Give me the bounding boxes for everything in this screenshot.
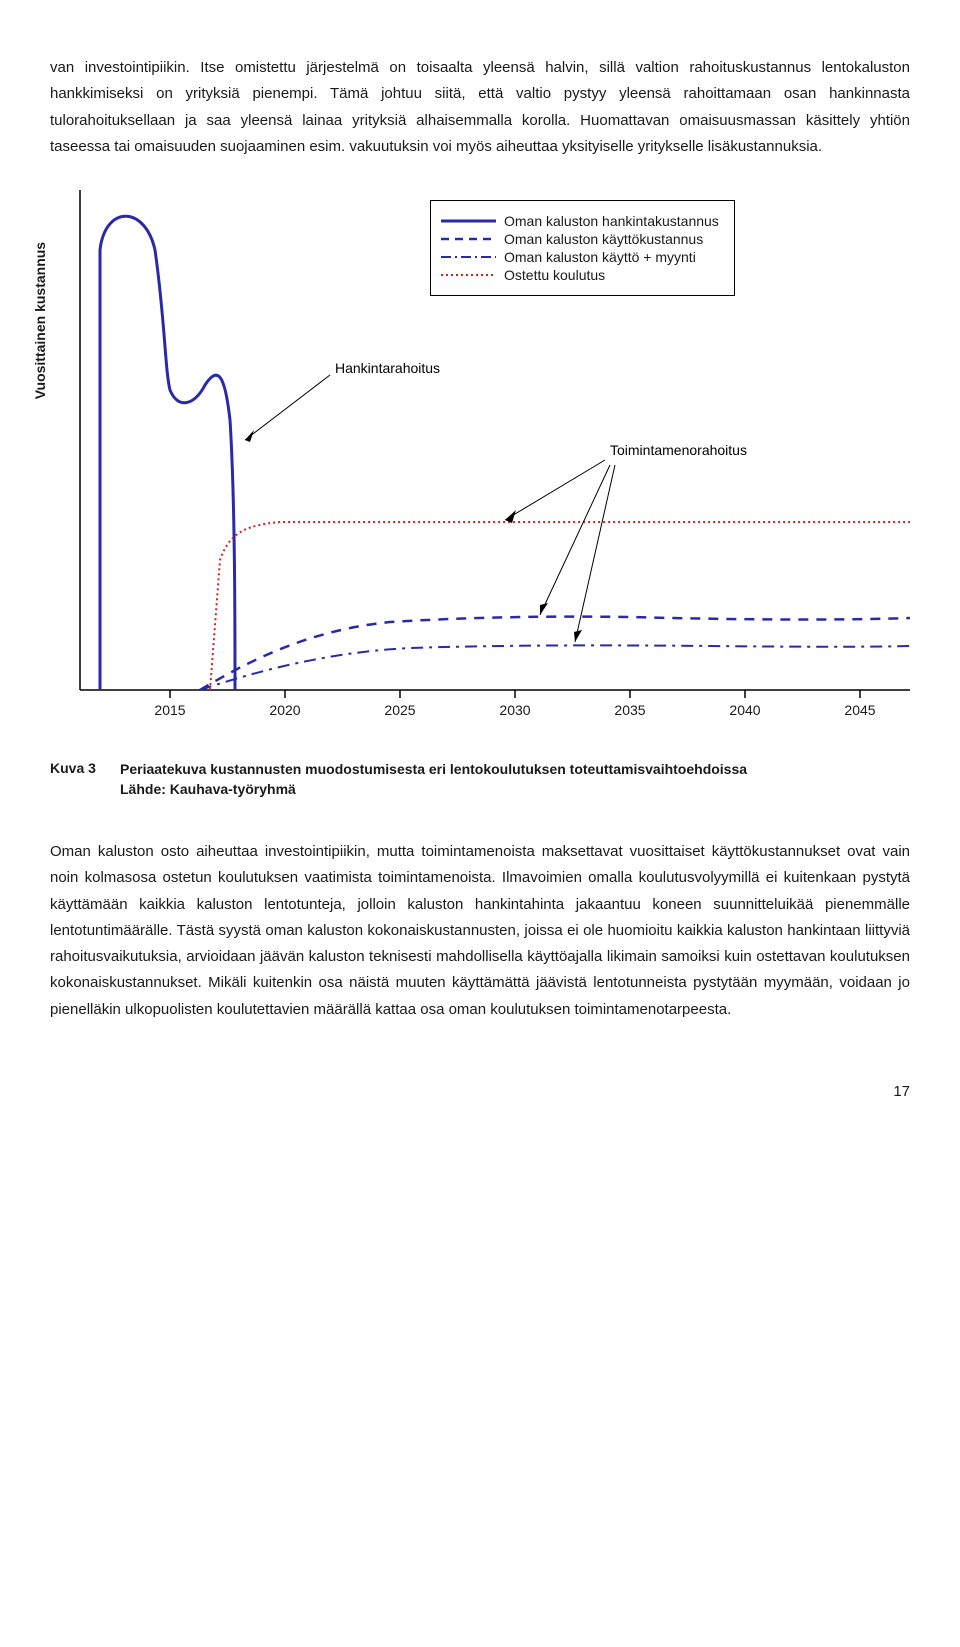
x-tick-1: 2020 (269, 702, 300, 718)
cost-chart: Vuosittainen kustannus (50, 190, 910, 750)
x-tick-2: 2025 (384, 702, 415, 718)
figure-caption: Kuva 3 Periaatekuva kustannusten muodost… (50, 760, 910, 799)
y-axis-label: Vuosittainen kustannus (32, 242, 48, 399)
legend-label-1: Oman kaluston hankintakustannus (504, 213, 719, 229)
legend-row-2: Oman kaluston käyttökustannus (441, 231, 719, 247)
x-tick-0: 2015 (154, 702, 185, 718)
x-tick-6: 2045 (844, 702, 875, 718)
x-tick-4: 2035 (614, 702, 645, 718)
caption-label: Kuva 3 (50, 760, 120, 799)
x-tick-3: 2030 (499, 702, 530, 718)
legend-label-3: Oman kaluston käyttö + myynti (504, 249, 696, 265)
annotation-toiminta: Toimintamenorahoitus (610, 442, 747, 458)
legend-row-3: Oman kaluston käyttö + myynti (441, 249, 719, 265)
annotation-hankinta: Hankintarahoitus (335, 360, 440, 376)
chart-legend: Oman kaluston hankintakustannus Oman kal… (430, 200, 735, 296)
caption-text: Periaatekuva kustannusten muodostumisest… (120, 760, 747, 799)
legend-row-1: Oman kaluston hankintakustannus (441, 213, 719, 229)
page-number: 17 (50, 1083, 910, 1100)
caption-title: Periaatekuva kustannusten muodostumisest… (120, 761, 747, 777)
legend-label-2: Oman kaluston käyttökustannus (504, 231, 703, 247)
paragraph-1: van investointipiikin. Itse omistettu jä… (50, 55, 910, 160)
paragraph-2: Oman kaluston osto aiheuttaa investointi… (50, 839, 910, 1023)
legend-label-4: Ostettu koulutus (504, 267, 605, 283)
legend-row-4: Ostettu koulutus (441, 267, 719, 283)
caption-source: Lähde: Kauhava-työryhmä (120, 781, 296, 797)
x-tick-5: 2040 (729, 702, 760, 718)
